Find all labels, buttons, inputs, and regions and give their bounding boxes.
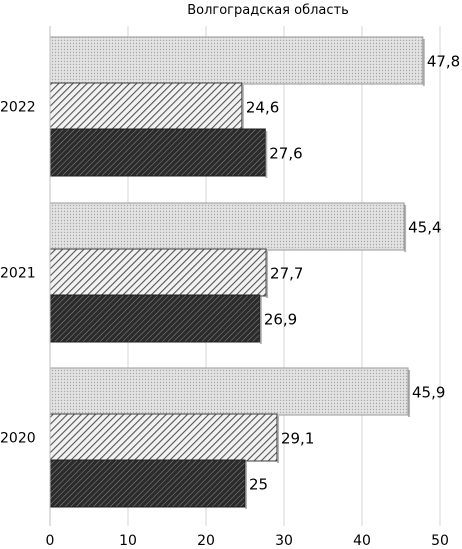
data-label: 25	[249, 476, 268, 494]
bar	[49, 248, 267, 297]
chart-title: Волгоградская область	[187, 3, 349, 18]
x-tick-label: 0	[46, 533, 55, 549]
bar	[49, 128, 266, 177]
bar	[49, 413, 278, 462]
data-label: 45,9	[412, 384, 445, 402]
bar	[49, 459, 246, 508]
bar	[49, 82, 243, 131]
x-tick-label: 30	[275, 533, 293, 549]
data-label: 47,8	[427, 53, 460, 71]
data-label: 27,7	[270, 265, 303, 283]
data-label: 29,1	[281, 430, 314, 448]
bar-shadow	[422, 39, 425, 86]
bar	[49, 36, 424, 85]
bar	[49, 202, 405, 251]
bar-shadow	[276, 416, 279, 463]
x-tick-label: 50	[431, 533, 449, 549]
y-category-label: 2020	[0, 431, 36, 447]
bar-shadow	[408, 370, 411, 417]
data-label: 24,6	[246, 99, 279, 117]
bar-shadow	[265, 131, 268, 178]
bar	[49, 294, 261, 343]
x-tick-label: 40	[353, 533, 371, 549]
y-category-label: 2021	[0, 266, 36, 282]
axes: 0 10 20 30 40 50 2022 2021 2020	[0, 26, 449, 549]
bars	[49, 36, 425, 509]
data-label: 26,9	[264, 311, 297, 329]
bar-shadow	[266, 251, 269, 298]
x-tick-label: 10	[119, 533, 137, 549]
y-category-label: 2022	[0, 100, 36, 116]
bar-shadow	[404, 205, 407, 252]
bar-shadow	[245, 462, 247, 509]
bar-shadow	[241, 85, 244, 132]
data-label: 45,4	[408, 219, 441, 237]
data-label: 27,6	[269, 145, 302, 163]
bar	[49, 367, 409, 416]
bar-shadow	[259, 297, 262, 344]
x-tick-label: 20	[197, 533, 215, 549]
data-labels: 47,8 24,6 27,6 45,4 27,7 26,9 45,9 29,1 25	[246, 53, 460, 494]
